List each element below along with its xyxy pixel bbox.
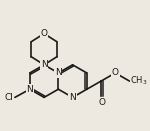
Text: N: N — [55, 69, 62, 77]
Text: N: N — [41, 60, 47, 69]
Text: N: N — [26, 85, 33, 94]
Text: Cl: Cl — [4, 93, 13, 102]
Text: O: O — [112, 69, 119, 77]
Text: N: N — [69, 93, 76, 102]
Text: O: O — [41, 29, 48, 38]
Text: CH$_3$: CH$_3$ — [130, 75, 148, 87]
Text: O: O — [98, 98, 105, 107]
